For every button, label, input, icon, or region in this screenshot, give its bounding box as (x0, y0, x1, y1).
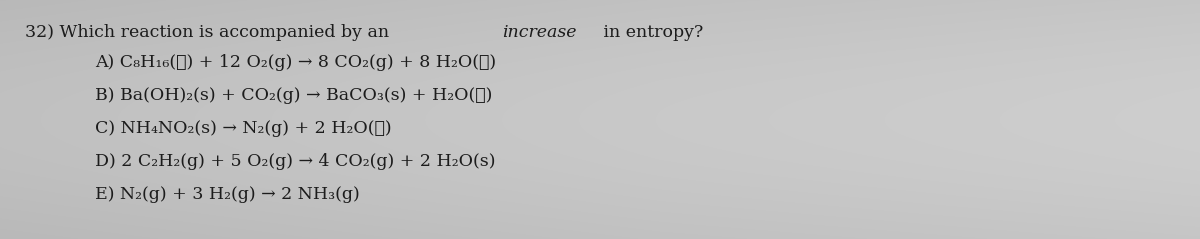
Text: D) 2 C₂H₂(g) + 5 O₂(g) → 4 CO₂(g) + 2 H₂O(s): D) 2 C₂H₂(g) + 5 O₂(g) → 4 CO₂(g) + 2 H₂… (95, 153, 496, 170)
Text: increase: increase (502, 24, 576, 41)
Text: A) C₈H₁₆(ℓ) + 12 O₂(g) → 8 CO₂(g) + 8 H₂O(ℓ): A) C₈H₁₆(ℓ) + 12 O₂(g) → 8 CO₂(g) + 8 H₂… (95, 54, 496, 71)
Text: C) NH₄NO₂(s) → N₂(g) + 2 H₂O(ℓ): C) NH₄NO₂(s) → N₂(g) + 2 H₂O(ℓ) (95, 120, 391, 137)
Text: in entropy?: in entropy? (598, 24, 703, 41)
Text: E) N₂(g) + 3 H₂(g) → 2 NH₃(g): E) N₂(g) + 3 H₂(g) → 2 NH₃(g) (95, 186, 360, 203)
Text: 32) Which reaction is accompanied by an: 32) Which reaction is accompanied by an (25, 24, 395, 41)
Text: B) Ba(OH)₂(s) + CO₂(g) → BaCO₃(s) + H₂O(ℓ): B) Ba(OH)₂(s) + CO₂(g) → BaCO₃(s) + H₂O(… (95, 87, 492, 104)
